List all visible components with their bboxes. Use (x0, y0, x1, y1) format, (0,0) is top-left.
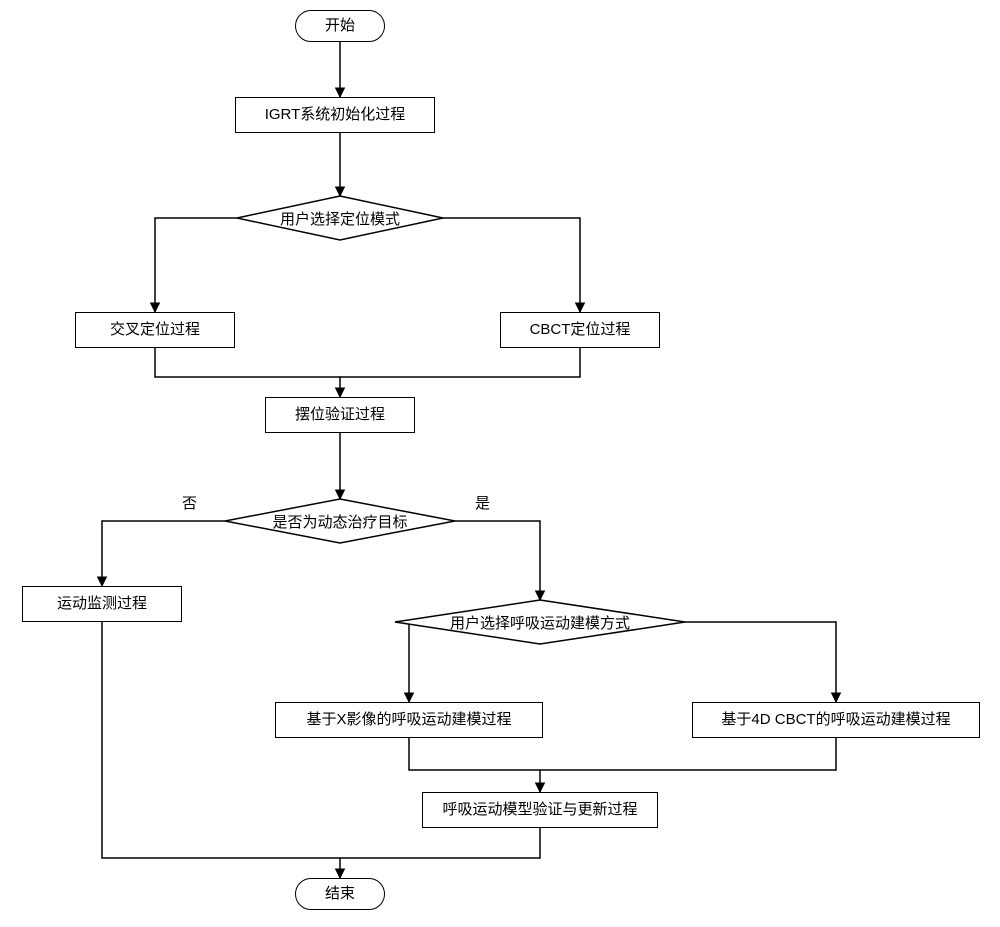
resp-ximage-label: 基于X影像的呼吸运动建模过程 (306, 711, 511, 729)
init-process: IGRT系统初始化过程 (235, 97, 435, 133)
mode-select-label: 用户选择定位模式 (280, 208, 400, 229)
resp-model-select-label: 用户选择呼吸运动建模方式 (450, 612, 630, 633)
cbct-positioning-process: CBCT定位过程 (500, 312, 660, 348)
cbct-positioning-label: CBCT定位过程 (530, 321, 631, 339)
resp-4dcbct-process: 基于4D CBCT的呼吸运动建模过程 (692, 702, 980, 738)
mode-select-decision: 用户选择定位模式 (237, 196, 443, 240)
motion-monitor-process: 运动监测过程 (22, 586, 182, 622)
resp-4dcbct-label: 基于4D CBCT的呼吸运动建模过程 (721, 711, 950, 729)
setup-verify-label: 摆位验证过程 (295, 406, 385, 424)
resp-verify-label: 呼吸运动模型验证与更新过程 (442, 801, 637, 819)
cross-positioning-process: 交叉定位过程 (75, 312, 235, 348)
branch-no-label: 否 (182, 492, 197, 513)
branch-yes-label: 是 (475, 492, 490, 513)
dynamic-target-label: 是否为动态治疗目标 (272, 511, 407, 532)
start-terminal: 开始 (295, 10, 385, 42)
resp-ximage-process: 基于X影像的呼吸运动建模过程 (275, 702, 543, 738)
end-label: 结束 (325, 885, 355, 903)
end-terminal: 结束 (295, 878, 385, 910)
init-label: IGRT系统初始化过程 (265, 106, 406, 124)
resp-model-select-decision: 用户选择呼吸运动建模方式 (395, 600, 685, 644)
cross-positioning-label: 交叉定位过程 (110, 321, 200, 339)
setup-verify-process: 摆位验证过程 (265, 397, 415, 433)
start-label: 开始 (325, 17, 355, 35)
resp-verify-process: 呼吸运动模型验证与更新过程 (422, 792, 658, 828)
motion-monitor-label: 运动监测过程 (57, 595, 147, 613)
flowchart-edges (0, 0, 1000, 927)
dynamic-target-decision: 是否为动态治疗目标 (225, 499, 455, 543)
